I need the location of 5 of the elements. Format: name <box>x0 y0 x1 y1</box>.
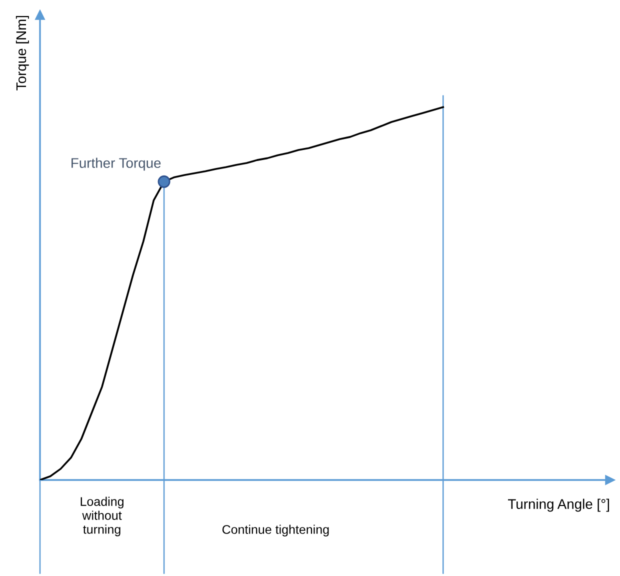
text: Loading without turning <box>80 496 124 536</box>
x-axis-title: Turning Angle [°] <box>508 498 610 512</box>
text: Continue tightening <box>222 524 329 536</box>
annotation: Further Torque <box>72 158 161 171</box>
y-axis-title: Torque [Nm] <box>16 16 29 90</box>
